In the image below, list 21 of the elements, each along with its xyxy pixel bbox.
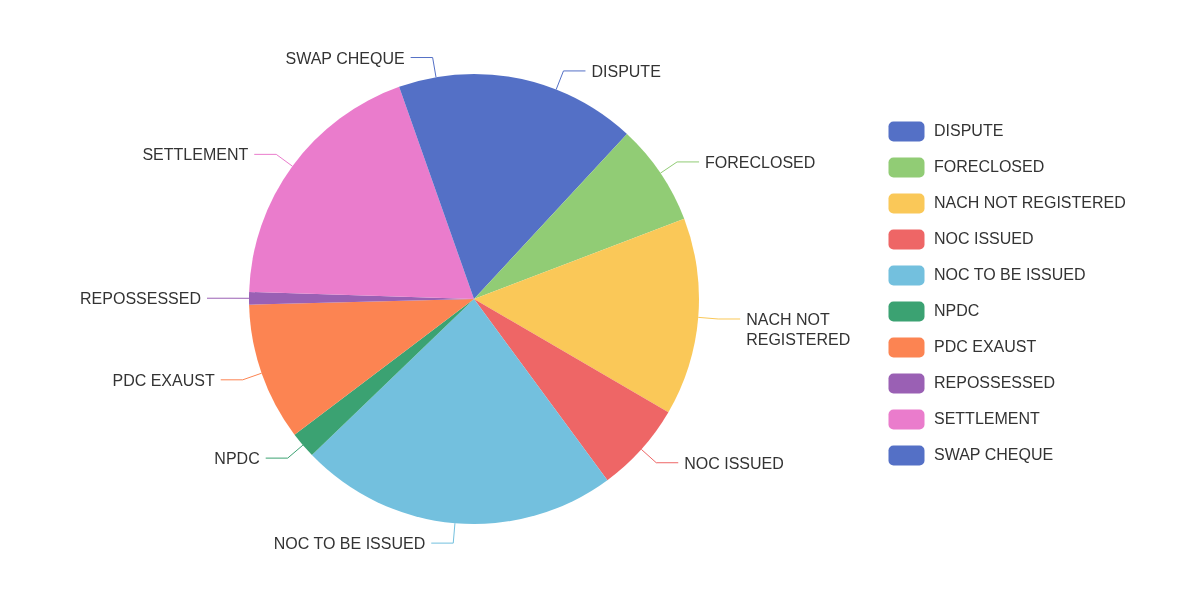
legend-label: SWAP CHEQUE: [934, 446, 1054, 464]
legend-label: PDC EXAUST: [934, 338, 1037, 356]
legend-label: NOC ISSUED: [934, 230, 1034, 248]
slice-label: SETTLEMENT: [142, 145, 249, 163]
legend-label: DISPUTE: [934, 122, 1004, 140]
legend-label: REPOSSESSED: [934, 374, 1055, 392]
slice-label: NPDC: [214, 449, 260, 467]
legend-label: FORECLOSED: [934, 158, 1045, 176]
pie-slice: [249, 86, 474, 299]
slice-label: FORECLOSED: [705, 153, 816, 171]
slice-label: PDC EXAUST: [112, 371, 215, 389]
slice-label: SWAP CHEQUE: [285, 49, 405, 67]
slice-label: REPOSSESSED: [80, 289, 201, 307]
slice-label: NACH NOT REGISTERED: [746, 310, 851, 348]
legend-label: NOC TO BE ISSUED: [934, 266, 1086, 284]
slice-label: DISPUTE: [591, 62, 661, 80]
legend-label: SETTLEMENT: [934, 410, 1040, 428]
slice-label: NOC ISSUED: [684, 454, 784, 472]
legend-label: NPDC: [934, 302, 980, 320]
legend-label: NACH NOT REGISTERED: [934, 194, 1126, 212]
slice-label: NOC TO BE ISSUED: [273, 534, 426, 552]
